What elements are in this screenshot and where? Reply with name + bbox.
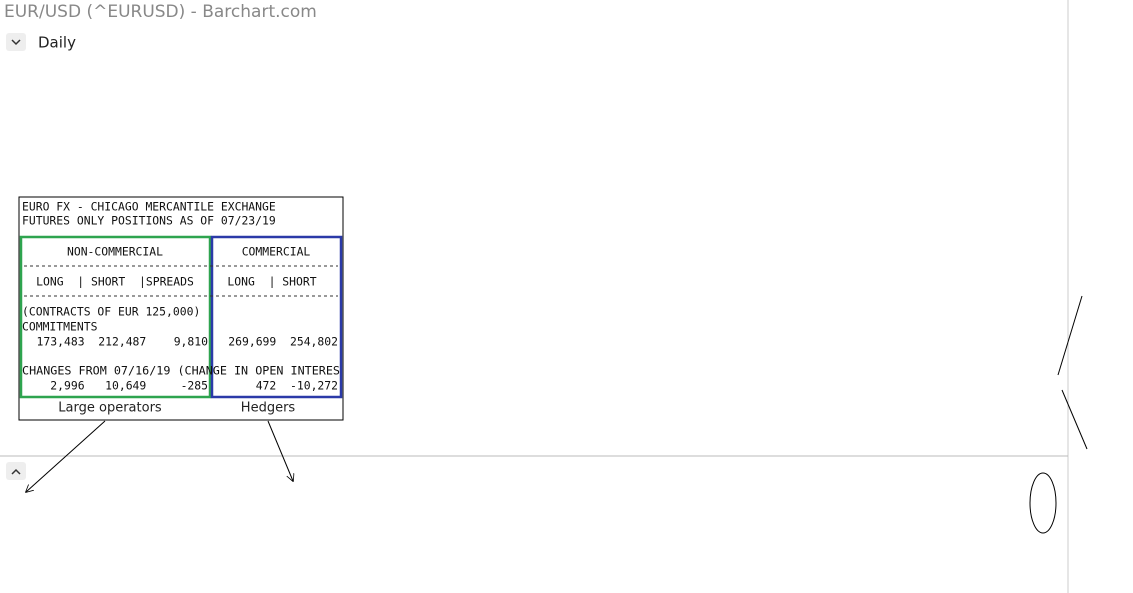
row-label: CHANGES FROM 07/16/19 (CHANGE IN OPEN IN… [22,364,340,378]
annotation-arrow [267,420,293,481]
column-header: NON-COMMERCIAL [67,245,163,259]
highlight-ellipse [1029,472,1057,534]
report-title: FUTURES ONLY POSITIONS AS OF 07/23/19 [22,214,276,228]
chart-title: EUR/USD (^EURUSD) - Barchart.com [4,2,317,22]
noncommercial-box [19,235,212,399]
dropdown-icon [11,39,21,46]
note: (CONTRACTS OF EUR 125,000) [22,305,200,319]
trend-line [1061,389,1088,450]
subcolumn-header: LONG | SHORT |SPREADS [36,275,194,289]
annotation: Hedgers [241,401,296,416]
cot-box [18,196,344,421]
interval-button[interactable] [6,33,26,51]
trend-line [1057,295,1083,376]
cell: 472 -10,272 [256,379,338,393]
annotation: Large operators [58,401,162,416]
column-header: COMMERCIAL [242,245,311,259]
subcolumn-header: LONG | SHORT [227,275,316,289]
cell: 173,483 212,487 9,810 [37,335,209,349]
collapse-icon [11,468,21,475]
commercial-box [210,235,343,399]
report-title: EURO FX - CHICAGO MERCANTILE EXCHANGE [22,200,276,214]
row-label: COMMITMENTS [22,320,98,334]
annotation-arrow [26,420,106,492]
interval-label: Daily [38,34,76,52]
cell: 2,996 10,649 -285 [50,379,208,393]
cell: 269,699 254,802 [228,335,338,349]
